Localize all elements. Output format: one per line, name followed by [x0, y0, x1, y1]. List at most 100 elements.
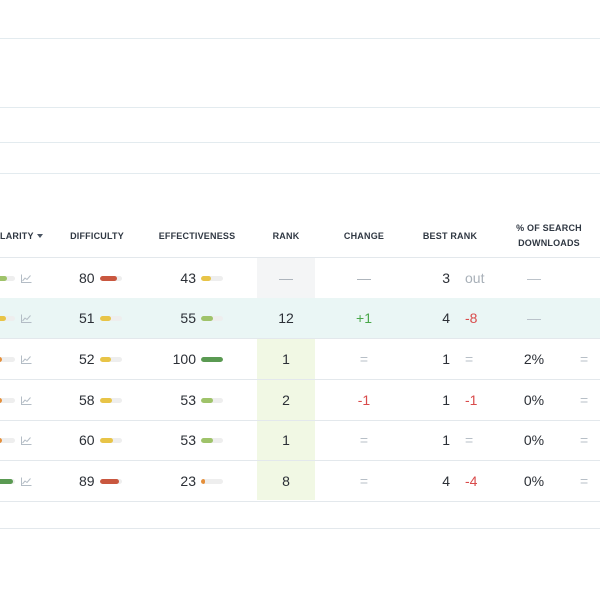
- header-bottom-border: [0, 257, 600, 258]
- column-header-search-downloads[interactable]: % OF SEARCH DOWNLOADS: [504, 218, 594, 254]
- divider-2: [0, 107, 600, 108]
- rank-cell: 12: [257, 298, 315, 338]
- effectiveness-bar: [201, 315, 223, 321]
- downloads-value: 0%: [523, 392, 545, 408]
- difficulty-value: 80: [79, 270, 95, 286]
- effectiveness-value: 43: [180, 270, 196, 286]
- difficulty-cell: 52: [79, 339, 139, 379]
- downloads-cell: 0% =: [504, 461, 600, 501]
- row-divider: [0, 379, 600, 380]
- difficulty-bar: [99, 275, 122, 281]
- rank-value: 12: [278, 310, 294, 326]
- change-value: =: [359, 473, 369, 489]
- popularity-cell: [0, 339, 52, 379]
- column-header-popularity[interactable]: LARITY: [0, 218, 45, 254]
- downloads-value: —: [527, 310, 541, 326]
- best-rank-value: 1: [442, 432, 450, 448]
- column-header-rank[interactable]: RANK: [257, 218, 315, 254]
- best-rank-value: 1: [442, 351, 450, 367]
- difficulty-bar: [99, 315, 122, 321]
- best-rank-cell: 3 out: [418, 258, 498, 298]
- change-cell: -1: [332, 380, 396, 420]
- best-rank-change: -8: [465, 310, 478, 326]
- rank-cell: —: [257, 258, 315, 298]
- change-cell: =: [332, 420, 396, 460]
- rank-cell: 8: [257, 461, 315, 501]
- table-row[interactable]: 80 43 — — 3 out —: [0, 258, 600, 298]
- best-rank-change: -4: [465, 473, 478, 489]
- popularity-cell: [0, 420, 52, 460]
- effectiveness-value: 53: [180, 432, 196, 448]
- column-header-difficulty[interactable]: DIFFICULTY: [62, 218, 132, 254]
- best-rank-change: -1: [465, 392, 478, 408]
- effectiveness-bar: [201, 275, 223, 281]
- downloads-value: —: [527, 270, 541, 286]
- row-divider: [0, 420, 600, 421]
- top-divider: [0, 38, 600, 39]
- best-rank-cell: 1 -1: [418, 380, 498, 420]
- column-header-effectiveness-label: EFFECTIVENESS: [158, 230, 236, 241]
- best-rank-cell: 1 =: [418, 339, 498, 379]
- row-divider: [0, 338, 600, 339]
- change-cell: —: [332, 258, 396, 298]
- trend-chart-icon[interactable]: [21, 310, 32, 326]
- popularity-cell: [0, 298, 52, 338]
- effectiveness-bar: [201, 356, 223, 362]
- effectiveness-value: 23: [180, 473, 196, 489]
- difficulty-bar: [99, 437, 122, 443]
- column-header-popularity-label: LARITY: [0, 230, 34, 241]
- downloads-cell: 0% =: [504, 420, 600, 460]
- difficulty-cell: 58: [79, 380, 139, 420]
- change-value: =: [359, 351, 369, 367]
- popularity-cell: [0, 258, 52, 298]
- best-rank-cell: 4 -8: [418, 298, 498, 338]
- best-rank-change: =: [465, 351, 474, 367]
- popularity-bar: [0, 437, 15, 443]
- table-row[interactable]: 89 23 8 = 4 -4 0% =: [0, 461, 600, 501]
- column-header-change[interactable]: CHANGE: [332, 218, 396, 254]
- rank-value: 8: [282, 473, 290, 489]
- table-row[interactable]: 58 53 2 -1 1 -1 0% =: [0, 380, 600, 420]
- downloads-change: =: [580, 392, 589, 408]
- change-cell: =: [332, 461, 396, 501]
- change-value: =: [359, 432, 369, 448]
- difficulty-bar: [99, 478, 122, 484]
- table-row[interactable]: 51 55 12 +1 4 -8 —: [0, 298, 600, 338]
- effectiveness-cell: 53: [170, 420, 250, 460]
- column-header-effectiveness[interactable]: EFFECTIVENESS: [156, 218, 238, 254]
- effectiveness-bar: [201, 397, 223, 403]
- popularity-bar: [0, 315, 15, 321]
- column-header-best-rank[interactable]: BEST RANK: [418, 218, 482, 254]
- downloads-value: 0%: [523, 473, 545, 489]
- difficulty-value: 89: [79, 473, 95, 489]
- difficulty-value: 58: [79, 392, 95, 408]
- table-row[interactable]: 60 53 1 = 1 = 0% =: [0, 420, 600, 460]
- change-value: +1: [356, 310, 372, 326]
- trend-chart-icon[interactable]: [21, 392, 32, 408]
- trend-chart-icon[interactable]: [21, 473, 32, 489]
- trend-chart-icon[interactable]: [21, 270, 32, 286]
- trend-chart-icon[interactable]: [21, 351, 32, 367]
- change-cell: +1: [332, 298, 396, 338]
- downloads-cell: —: [504, 298, 600, 338]
- table-row[interactable]: 52 100 1 = 1 = 2% =: [0, 339, 600, 379]
- change-value: —: [357, 270, 371, 286]
- difficulty-cell: 51: [79, 298, 139, 338]
- table-top-border: [0, 173, 600, 174]
- popularity-cell: [0, 461, 52, 501]
- downloads-change: =: [580, 351, 589, 367]
- trend-chart-icon[interactable]: [21, 432, 32, 448]
- difficulty-bar: [99, 356, 122, 362]
- difficulty-value: 51: [79, 310, 95, 326]
- table-bottom-border: [0, 528, 600, 529]
- best-rank-change: =: [465, 432, 474, 448]
- best-rank-value: 1: [442, 392, 450, 408]
- rank-cell: 1: [257, 339, 315, 379]
- column-header-search-downloads-line1: % OF SEARCH: [516, 223, 582, 233]
- rank-value: 1: [282, 351, 290, 367]
- downloads-cell: —: [504, 258, 600, 298]
- best-rank-value: 3: [442, 270, 450, 286]
- popularity-bar: [0, 275, 15, 281]
- popularity-bar: [0, 356, 15, 362]
- divider-3: [0, 142, 600, 143]
